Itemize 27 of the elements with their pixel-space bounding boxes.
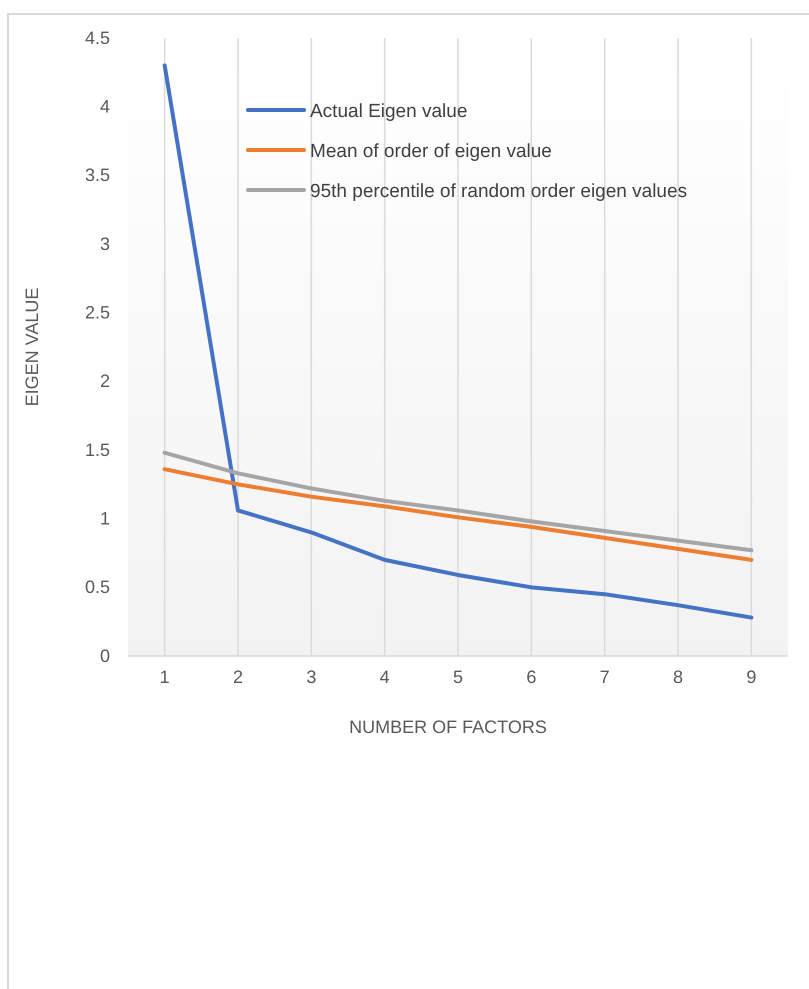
- y-tick-label: 2.5: [84, 302, 110, 322]
- x-axis-title: NUMBER OF FACTORS: [349, 717, 547, 737]
- y-tick-label: 1.5: [84, 440, 110, 460]
- x-tick-label: 7: [600, 666, 610, 687]
- y-tick-label: 2: [100, 371, 110, 392]
- legend-label: Mean of order of eigen value: [310, 141, 552, 162]
- legend-label: 95th percentile of random order eigen values: [310, 181, 688, 202]
- line-series: [162, 63, 754, 620]
- x-tick-label: 3: [306, 666, 316, 687]
- legend-label: Actual Eigen value: [310, 101, 468, 122]
- x-tick-label: 2: [232, 666, 244, 687]
- x-tick-label: 6: [526, 666, 536, 687]
- line-series: [162, 450, 754, 552]
- x-tick-label: 9: [746, 666, 756, 687]
- y-tick-label: 3.5: [84, 165, 110, 186]
- y-tick-label: 0: [100, 646, 110, 666]
- y-tick-label: 1: [100, 508, 110, 528]
- y-axis-title: EIGEN VALUE: [22, 288, 42, 406]
- y-tick-label: 4: [100, 96, 110, 116]
- y-tick-label: 3: [100, 234, 110, 254]
- y-tick-label: 4.5: [84, 28, 110, 48]
- line-series: [162, 467, 754, 562]
- x-tick-label: 5: [452, 666, 464, 687]
- y-tick-label: 0.5: [84, 577, 110, 598]
- x-tick-label: 8: [672, 666, 684, 687]
- x-tick-label: 4: [380, 666, 390, 687]
- x-tick-label: 1: [160, 666, 170, 687]
